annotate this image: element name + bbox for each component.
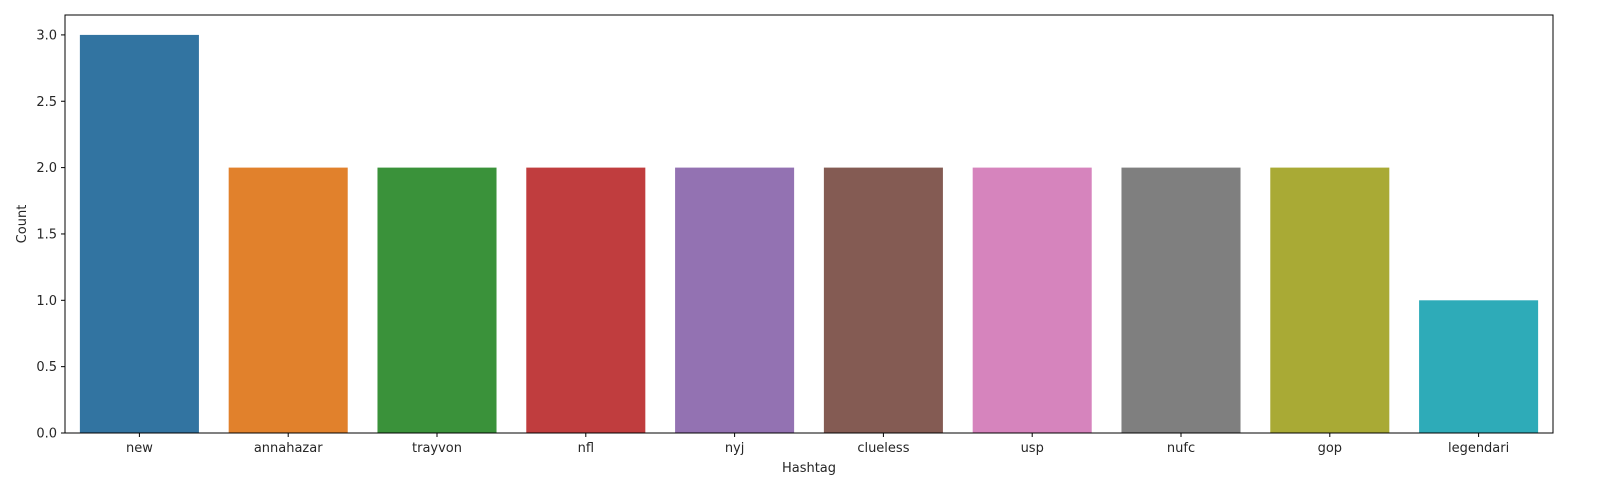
bar-clueless (823, 167, 943, 433)
y-tick-label: 1.0 (36, 294, 57, 309)
y-tick-label: 2.0 (36, 161, 57, 176)
x-tick-label: clueless (857, 441, 909, 456)
y-axis: 0.0 0.5 1.0 1.5 2.0 2.5 3.0 (36, 28, 65, 442)
bar-nyj (675, 167, 795, 433)
y-tick-label: 1.5 (36, 227, 57, 242)
bar-new (79, 34, 199, 434)
y-tick-label: 0.5 (36, 360, 57, 375)
x-tick-label: nyj (725, 441, 745, 456)
bar-gop (1270, 167, 1390, 433)
x-tick-label: gop (1318, 441, 1342, 456)
y-tick-label: 3.0 (36, 28, 57, 43)
x-tick-label: usp (1021, 441, 1044, 456)
bar-annahazar (228, 167, 348, 433)
x-tick-label: nfl (578, 441, 594, 456)
x-axis: new annahazar trayvon nfl nyj clueless usp nufc… (126, 433, 1509, 456)
x-axis-title: Hashtag (782, 461, 836, 476)
x-tick-label: legendari (1448, 441, 1509, 456)
x-tick-label: new (126, 441, 153, 456)
bar-trayvon (377, 167, 497, 433)
x-tick-label: annahazar (254, 441, 323, 456)
bar-nufc (1121, 167, 1241, 433)
y-tick-label: 0.0 (36, 427, 57, 442)
y-axis-title: Count (15, 205, 30, 244)
plot-frame (64, 14, 1554, 434)
y-tick-label: 2.5 (36, 95, 57, 110)
x-tick-label: nufc (1167, 441, 1195, 456)
bars-group (79, 34, 1539, 434)
bar-nfl (526, 167, 646, 433)
x-tick-label: trayvon (412, 441, 462, 456)
bar-legendari (1419, 300, 1539, 433)
bar-usp (972, 167, 1092, 433)
